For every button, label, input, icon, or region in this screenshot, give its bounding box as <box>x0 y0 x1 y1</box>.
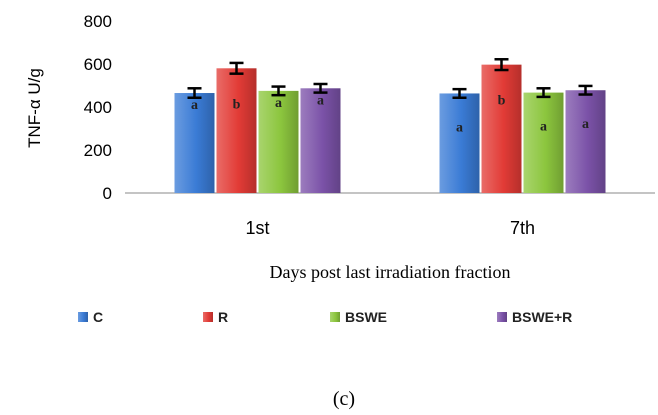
bar-bswe-r-1st <box>300 88 341 193</box>
bar-c-1st <box>174 93 215 193</box>
legend-swatch <box>203 312 213 322</box>
y-tick-label: 800 <box>84 12 112 31</box>
legend-label: BSWE+R <box>512 309 572 325</box>
x-category-label: 7th <box>510 218 535 238</box>
x-category-label: 1st <box>245 218 269 238</box>
panel-label: (c) <box>333 388 355 410</box>
bar-bswe-7th <box>523 92 564 193</box>
bar-c-7th <box>439 93 480 193</box>
significance-label: b <box>233 97 241 112</box>
significance-label: a <box>456 120 463 135</box>
legend: C R BSWE BSWE+R <box>78 309 572 325</box>
legend-label: C <box>93 309 103 325</box>
bar-r-1st <box>216 68 257 193</box>
bar-bswe-1st <box>258 90 299 193</box>
y-tick-label: 200 <box>84 141 112 160</box>
significance-label: b <box>498 94 506 109</box>
y-axis-label: TNF-α U/g <box>25 68 44 148</box>
significance-label: a <box>191 98 198 113</box>
category-labels: 1st 7th <box>245 218 535 238</box>
y-tick-label: 0 <box>103 184 112 203</box>
x-axis-label: Days post last irradiation fraction <box>270 262 511 282</box>
bars-group: a b a a a b a a <box>174 58 606 194</box>
legend-swatch <box>78 312 88 322</box>
legend-swatch <box>497 312 507 322</box>
significance-label: a <box>275 96 282 111</box>
bar-r-7th <box>481 64 522 194</box>
y-tick-label: 400 <box>84 98 112 117</box>
y-tick-label: 600 <box>84 55 112 74</box>
significance-label: a <box>317 93 324 108</box>
legend-swatch <box>330 312 340 322</box>
significance-label: a <box>540 120 547 135</box>
significance-label: a <box>582 117 589 132</box>
legend-label: BSWE <box>345 309 387 325</box>
legend-label: R <box>218 309 228 325</box>
y-axis-ticks: 0 200 400 600 800 <box>84 12 112 203</box>
bar-bswe-r-7th <box>565 90 606 193</box>
